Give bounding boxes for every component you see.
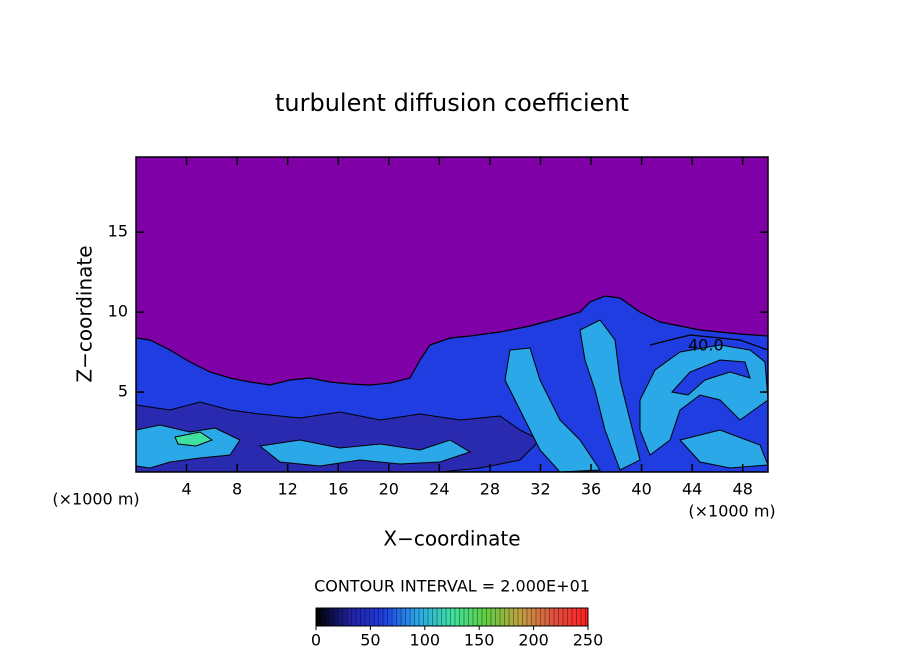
x-tick-label: 12 <box>278 480 298 499</box>
y-tick-label: 5 <box>118 382 128 401</box>
colorbar-label: CONTOUR INTERVAL = 2.000E+01 <box>314 577 590 596</box>
x-tick-label: 28 <box>480 480 500 499</box>
field-region <box>136 424 241 469</box>
field-region <box>679 429 768 469</box>
field-region <box>258 439 472 467</box>
colorbar-tick-label: 50 <box>360 631 380 650</box>
x-tick-label: 20 <box>379 480 399 499</box>
y-unit-label: (×1000 m) <box>52 490 139 509</box>
y-axis-label: Z−coordinate <box>73 245 97 382</box>
x-tick-label: 16 <box>328 480 348 499</box>
field-region <box>174 431 214 447</box>
plot-frame <box>135 156 769 473</box>
x-tick-label: 24 <box>429 480 449 499</box>
field-region <box>579 319 641 471</box>
colorbar-tick-label: 100 <box>410 631 441 650</box>
x-tick-label: 48 <box>733 480 753 499</box>
x-tick-label: 44 <box>682 480 702 499</box>
colorbar-tick-label: 150 <box>464 631 495 650</box>
colorbar-tick-label: 200 <box>518 631 549 650</box>
colorbar-tick-label: 0 <box>311 631 321 650</box>
chart-title: turbulent diffusion coefficient <box>275 89 629 117</box>
y-tick-label: 10 <box>108 302 128 321</box>
x-axis-label: X−coordinate <box>383 527 520 551</box>
x-tick-label: 36 <box>581 480 601 499</box>
field-region <box>671 359 751 396</box>
y-tick-label: 15 <box>108 222 128 241</box>
x-tick-label: 4 <box>181 480 191 499</box>
x-tick-label: 40 <box>631 480 651 499</box>
x-tick-label: 8 <box>232 480 242 499</box>
colorbar-tick-label: 250 <box>573 631 604 650</box>
x-tick-label: 32 <box>530 480 550 499</box>
colorbar <box>315 607 589 627</box>
contour-line <box>649 334 768 351</box>
contour-label: 40.0 <box>688 336 724 355</box>
field-region <box>504 347 601 472</box>
field <box>136 295 768 472</box>
x-unit-label: (×1000 m) <box>688 502 775 521</box>
